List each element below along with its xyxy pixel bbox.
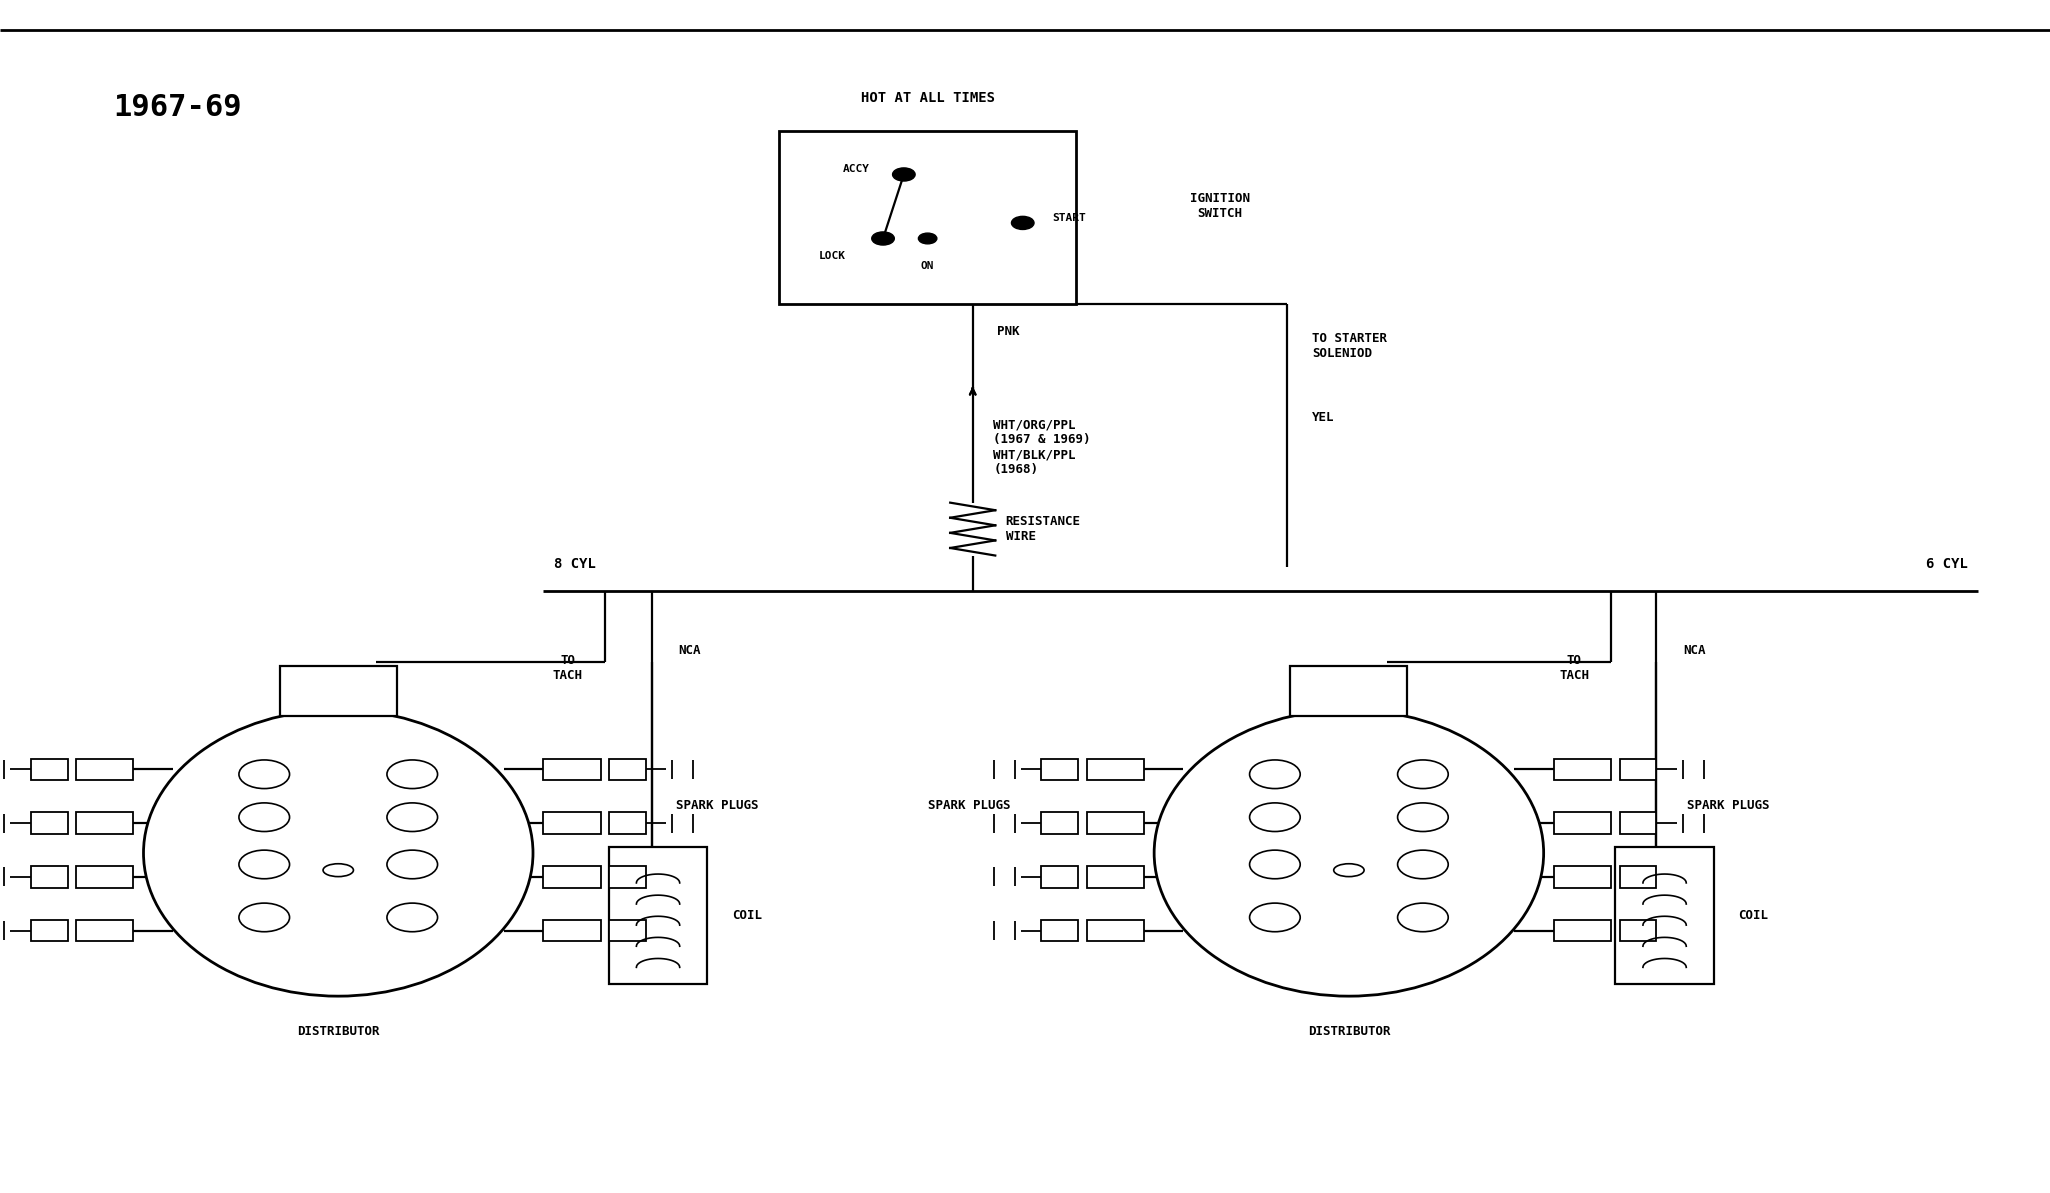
- Ellipse shape: [240, 760, 289, 789]
- Bar: [1086, 812, 1144, 834]
- Ellipse shape: [1398, 851, 1447, 879]
- Text: LOCK: LOCK: [820, 251, 847, 261]
- Circle shape: [871, 231, 894, 245]
- Ellipse shape: [1398, 803, 1447, 832]
- Bar: [1620, 920, 1656, 941]
- Bar: [1041, 866, 1078, 888]
- Text: SPARK PLUGS: SPARK PLUGS: [1687, 799, 1769, 811]
- Bar: [76, 759, 133, 780]
- Ellipse shape: [240, 903, 289, 932]
- Ellipse shape: [240, 803, 289, 832]
- Bar: [31, 759, 68, 780]
- Bar: [609, 847, 707, 984]
- Bar: [1615, 847, 1714, 984]
- Text: RESISTANCE
WIRE: RESISTANCE WIRE: [1004, 515, 1080, 543]
- Text: COIL: COIL: [1738, 909, 1769, 922]
- Ellipse shape: [387, 803, 437, 832]
- Bar: [1620, 866, 1656, 888]
- Ellipse shape: [1154, 710, 1544, 996]
- Text: TO
TACH: TO TACH: [554, 654, 582, 682]
- Bar: [543, 920, 601, 941]
- Ellipse shape: [1250, 903, 1300, 932]
- Circle shape: [918, 233, 937, 243]
- Bar: [1086, 920, 1144, 941]
- Ellipse shape: [387, 903, 437, 932]
- Bar: [76, 866, 133, 888]
- Bar: [1041, 759, 1078, 780]
- Bar: [609, 759, 646, 780]
- Ellipse shape: [1398, 903, 1447, 932]
- Ellipse shape: [144, 710, 533, 996]
- Bar: [543, 866, 601, 888]
- Bar: [1041, 920, 1078, 941]
- Bar: [1554, 866, 1611, 888]
- Text: HOT AT ALL TIMES: HOT AT ALL TIMES: [861, 91, 994, 105]
- Ellipse shape: [1250, 760, 1300, 789]
- Bar: [76, 812, 133, 834]
- Ellipse shape: [1398, 760, 1447, 789]
- Bar: [1292, 666, 1408, 716]
- Text: TO STARTER
SOLENIOD: TO STARTER SOLENIOD: [1312, 332, 1388, 360]
- Ellipse shape: [240, 851, 289, 879]
- Text: ON: ON: [920, 261, 935, 271]
- Text: 6 CYL: 6 CYL: [1927, 557, 1968, 571]
- Ellipse shape: [387, 760, 437, 789]
- Text: WHT/ORG/PPL
(1967 & 1969)
WHT/BLK/PPL
(1968): WHT/ORG/PPL (1967 & 1969) WHT/BLK/PPL (1…: [992, 419, 1091, 476]
- Text: SPARK PLUGS: SPARK PLUGS: [929, 799, 1011, 811]
- Text: DISTRIBUTOR: DISTRIBUTOR: [297, 1026, 379, 1038]
- Ellipse shape: [387, 851, 437, 879]
- Text: TO
TACH: TO TACH: [1560, 654, 1589, 682]
- Text: 8 CYL: 8 CYL: [554, 557, 594, 571]
- Text: 1967-69: 1967-69: [113, 93, 242, 122]
- Ellipse shape: [324, 864, 353, 877]
- Bar: [1041, 812, 1078, 834]
- Bar: [1620, 759, 1656, 780]
- Text: NCA: NCA: [1683, 644, 1706, 656]
- Bar: [609, 866, 646, 888]
- Circle shape: [1011, 216, 1033, 229]
- Bar: [1554, 812, 1611, 834]
- Ellipse shape: [1250, 803, 1300, 832]
- Ellipse shape: [1335, 864, 1363, 877]
- Bar: [31, 866, 68, 888]
- Bar: [1620, 812, 1656, 834]
- Text: PNK: PNK: [996, 324, 1019, 338]
- Bar: [543, 759, 601, 780]
- Text: SPARK PLUGS: SPARK PLUGS: [676, 799, 758, 811]
- Bar: [31, 920, 68, 941]
- Text: DISTRIBUTOR: DISTRIBUTOR: [1308, 1026, 1390, 1038]
- Bar: [779, 131, 1076, 304]
- Bar: [609, 812, 646, 834]
- Bar: [1086, 759, 1144, 780]
- Text: COIL: COIL: [732, 909, 763, 922]
- Text: ACCY: ACCY: [843, 165, 869, 174]
- Bar: [609, 920, 646, 941]
- Text: NCA: NCA: [679, 644, 701, 656]
- Text: YEL: YEL: [1312, 412, 1335, 424]
- Bar: [1086, 866, 1144, 888]
- Bar: [76, 920, 133, 941]
- Bar: [1554, 920, 1611, 941]
- Bar: [279, 666, 398, 716]
- Bar: [31, 812, 68, 834]
- Bar: [1554, 759, 1611, 780]
- Bar: [543, 812, 601, 834]
- Ellipse shape: [1250, 851, 1300, 879]
- Text: IGNITION
SWITCH: IGNITION SWITCH: [1189, 192, 1250, 220]
- Text: START: START: [1052, 212, 1087, 223]
- Circle shape: [892, 168, 914, 181]
